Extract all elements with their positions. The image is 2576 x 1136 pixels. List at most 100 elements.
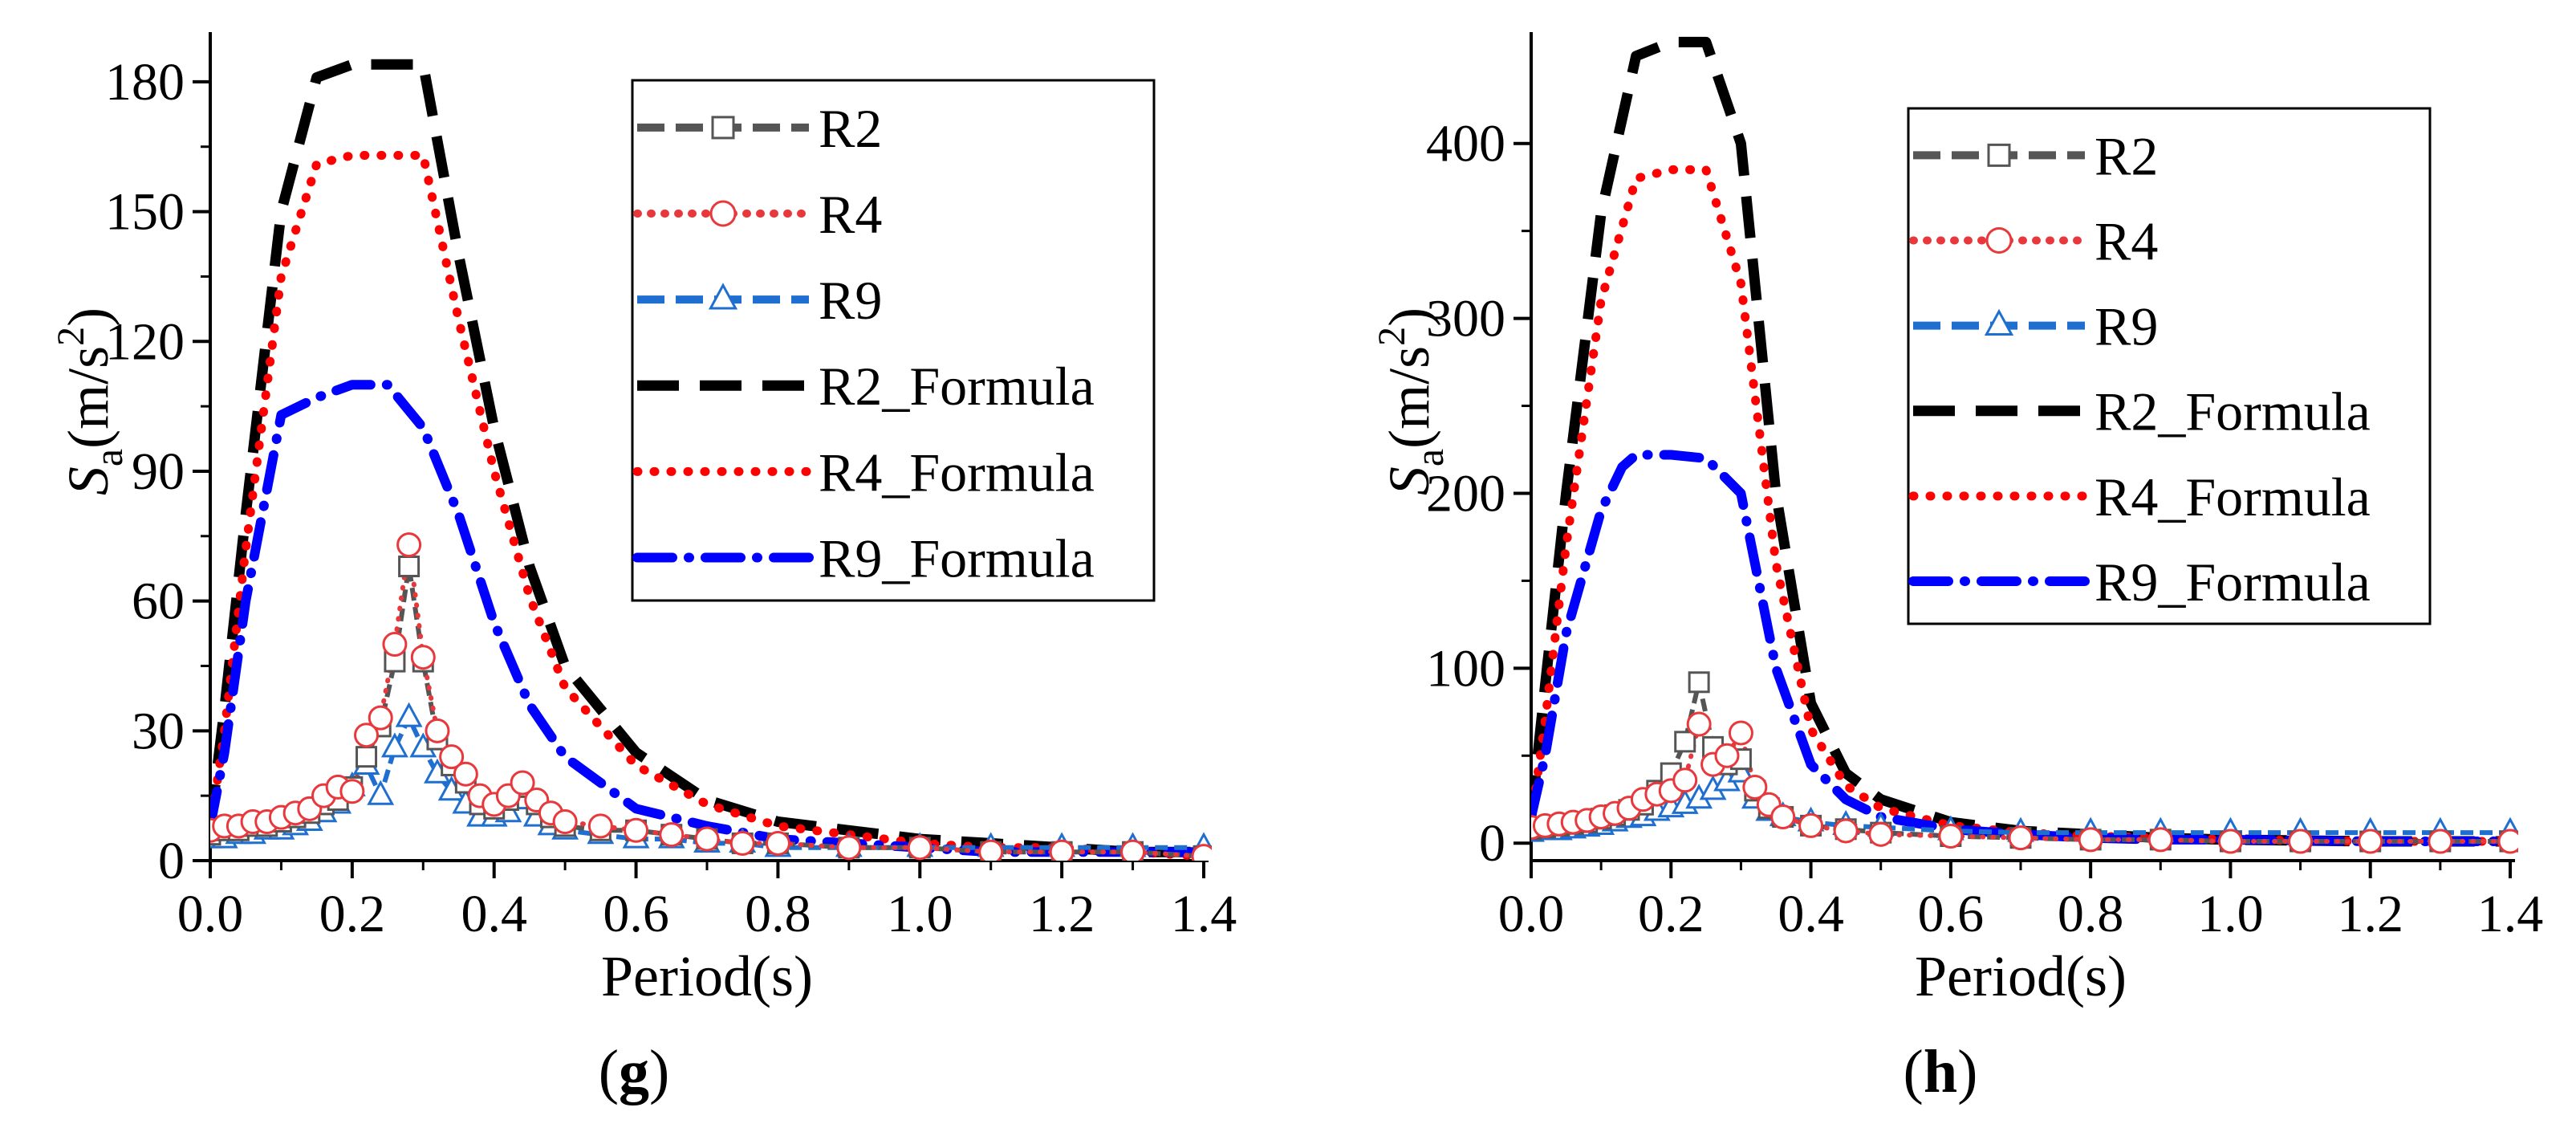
legend-label: R2 [2095, 125, 2158, 186]
plot-area [210, 59, 1212, 861]
panel-label: (h) [1904, 1038, 1978, 1105]
data-point-r2 [1688, 671, 1710, 694]
data-point-r4 [510, 770, 535, 796]
legend: R2 R4 R9 R2_Formula R4_Formula R9_Formula [631, 79, 1156, 602]
data-point-r2 [1674, 731, 1696, 753]
data-point-r4 [2078, 827, 2103, 853]
x-axis-title: Period(s) [1915, 944, 2127, 1008]
y-tick-label: 180 [105, 53, 185, 112]
chart-panel-h: 0.0 0.2 0.4 0.6 0.8 1.0 1.2 1.4 0 100 200 300 400 Per… [1371, 32, 2543, 1105]
data-point-r4 [368, 705, 393, 731]
data-point-r4 [1714, 743, 1740, 768]
x-tick-label: 1.0 [2197, 885, 2264, 943]
data-point-r4 [354, 723, 380, 748]
data-point-r4 [2428, 829, 2453, 854]
data-point-r4 [1742, 774, 1768, 800]
series-line-r4-formula [210, 151, 1209, 861]
data-point-r4 [765, 830, 790, 856]
y-tick-label: 90 [132, 442, 185, 501]
data-point-r9 [380, 732, 408, 758]
x-tick-label: 0.6 [603, 885, 669, 943]
data-point-r4 [587, 813, 613, 839]
x-axis-title: Period(s) [601, 944, 813, 1008]
legend-marker-r4 [1985, 226, 2013, 254]
legend-label: R4_Formula [2095, 466, 2371, 527]
data-point-r4 [2217, 829, 2243, 854]
data-point-r4 [978, 839, 1004, 861]
x-tick-label: 1.2 [1029, 885, 1095, 943]
legend-marker-r9 [1984, 308, 2014, 336]
data-point-r4 [2008, 825, 2034, 851]
data-point-r4 [425, 718, 450, 743]
data-point-r9 [367, 780, 395, 805]
data-point-r4 [1049, 839, 1075, 861]
data-point-r4 [1686, 711, 1712, 737]
legend: R2 R4 R9 R2_Formula R4_Formula R9_Formula [1907, 107, 2432, 625]
x-tick-label: 1.2 [2337, 885, 2403, 943]
data-point-r2 [398, 556, 421, 578]
legend-label: R4_Formula [819, 442, 1095, 503]
x-tick-label: 0.0 [177, 885, 244, 943]
y-axis-title: Sa(m/s2) [1371, 307, 1452, 495]
legend-marker-r2 [1987, 143, 2011, 167]
chart-panel-g: 0.0 0.2 0.4 0.6 0.8 1.0 1.2 1.4 0 30 60 90 120 150 180… [50, 32, 1237, 1105]
y-tick-label: 200 [1426, 464, 1505, 523]
data-point-r4 [2147, 827, 2173, 853]
legend-marker-r2 [711, 116, 735, 140]
data-point-r4 [382, 632, 408, 658]
data-point-r4 [1728, 720, 1753, 746]
legend-label: R2_Formula [819, 356, 1095, 417]
legend-box [631, 79, 1156, 602]
data-point-r4 [729, 830, 755, 856]
legend-label: R2 [819, 98, 882, 159]
legend-label: R2_Formula [2095, 381, 2371, 442]
data-point-r4 [339, 779, 365, 804]
data-point-r4 [1120, 839, 1146, 861]
legend-label: R4 [2095, 210, 2158, 271]
data-point-r4 [1770, 804, 1796, 830]
panel-label: (g) [599, 1038, 670, 1105]
y-tick-label: 0 [1479, 814, 1505, 873]
plot-area [1531, 36, 2518, 854]
data-point-r4 [1672, 768, 1698, 793]
legend-marker-r4 [709, 200, 737, 227]
x-tick-label: 0.2 [1638, 885, 1704, 943]
y-tick-label: 150 [105, 183, 185, 242]
y-tick-label: 30 [132, 702, 185, 760]
y-tick-label: 300 [1426, 290, 1505, 348]
y-tick-label: 100 [1426, 639, 1505, 698]
legend-label: R9 [819, 270, 882, 331]
y-tick-label: 0 [158, 832, 185, 890]
x-tick-label: 0.4 [1778, 885, 1844, 943]
x-tick-label: 0.2 [319, 885, 386, 943]
x-tick-label: 0.8 [745, 885, 811, 943]
data-point-r4 [453, 761, 478, 787]
data-point-r4 [2358, 829, 2383, 854]
data-point-r4 [1833, 818, 1859, 844]
data-point-r4 [907, 835, 932, 861]
data-point-r4 [1191, 844, 1212, 861]
data-point-r4 [624, 817, 649, 843]
data-point-r4 [1868, 821, 1894, 847]
y-tick-label: 120 [105, 312, 185, 371]
legend-label: R4 [819, 184, 882, 245]
data-point-r4 [836, 835, 862, 861]
data-point-r4 [1798, 812, 1824, 838]
series-line-r2 [210, 564, 1205, 859]
data-point-r4 [694, 826, 720, 852]
x-tick-label: 0.0 [1498, 885, 1565, 943]
data-point-r2 [356, 746, 378, 768]
legend-label: R9_Formula [819, 527, 1095, 588]
legend-label: R9_Formula [2095, 552, 2371, 613]
data-point-r4 [396, 532, 422, 558]
data-point-r4 [659, 822, 685, 848]
x-tick-label: 0.4 [461, 885, 527, 943]
data-point-r4 [410, 645, 436, 670]
y-tick-label: 400 [1426, 115, 1505, 173]
x-tick-label: 1.4 [1171, 885, 1237, 943]
data-point-r4 [439, 744, 465, 770]
legend-label: R9 [2095, 296, 2158, 357]
legend-marker-r9 [708, 283, 738, 310]
